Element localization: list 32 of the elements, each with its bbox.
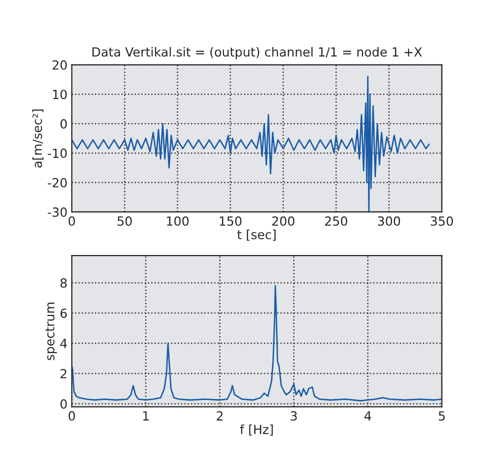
x-tick-label: 4 [364, 411, 372, 420]
y-tick-label: 0 [60, 399, 67, 409]
y-axis-title: spectrum [46, 302, 57, 360]
y-tick-label: 20 [52, 60, 67, 70]
chart-title: Data Vertikal.sit = (output) channel 1/1 = node 1 +X [92, 46, 422, 60]
y-tick-label: 2 [60, 369, 66, 378]
x-tick-label: 1 [143, 411, 149, 420]
y-tick-label: -30 [48, 207, 67, 217]
y-tick-label: 0 [60, 119, 67, 129]
x-tick-label: 5 [438, 411, 445, 421]
y-tick-label: 4 [60, 338, 67, 348]
y-tick-label: -20 [48, 178, 67, 188]
x-tick-label: 3 [290, 411, 297, 421]
x-axis-title: t [sec] [237, 230, 276, 241]
x-tick-label: 150 [220, 216, 242, 226]
line-series [72, 76, 430, 212]
y-tick-label: 10 [53, 90, 67, 100]
x-tick-label: 300 [378, 216, 400, 226]
y-tick-label: 8 [60, 278, 67, 288]
x-axis-title: f [Hz] [240, 424, 273, 436]
y-axis-title: a[m/sec²] [32, 110, 44, 168]
x-tick-label: 100 [166, 216, 189, 226]
x-tick-label: 350 [430, 216, 453, 226]
x-tick-label: 0 [68, 216, 75, 226]
y-tick-label: -10 [48, 148, 67, 158]
x-tick-label: 200 [272, 216, 294, 226]
x-tick-label: 2 [216, 411, 223, 420]
x-tick-label: 50 [118, 216, 132, 226]
x-tick-label: 0 [68, 411, 75, 421]
x-tick-label: 250 [325, 216, 348, 226]
y-tick-label: 6 [60, 308, 67, 318]
line-series [72, 285, 442, 402]
